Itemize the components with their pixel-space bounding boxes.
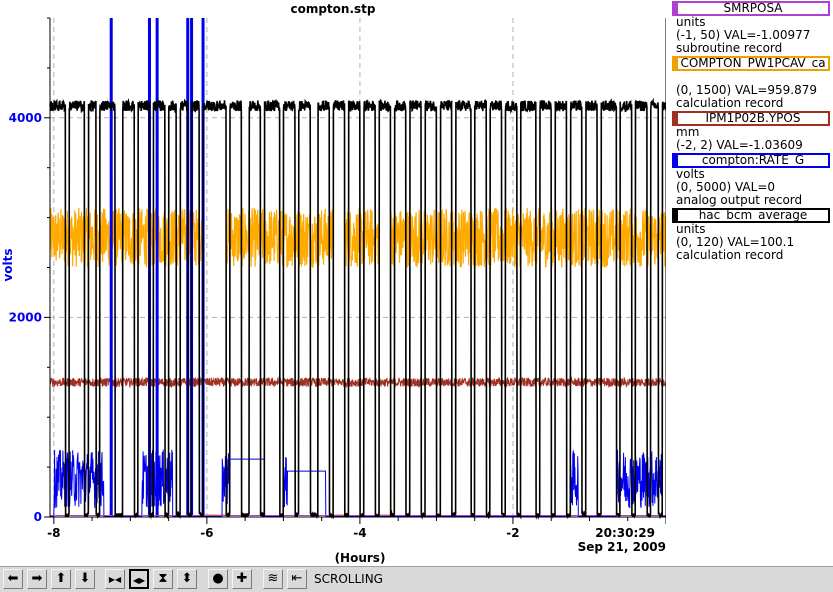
circle-button[interactable]: ● <box>208 569 228 589</box>
scrolling-status: SCROLLING <box>314 572 383 586</box>
y-tick-label: 2000 <box>9 310 42 324</box>
toolbar: SCROLLING ⬅ ➡ ⬆ ⬇ ▶◀ ◀▶ ⧗ ⬍ ● ✚ ≋ ⇤ <box>0 566 833 592</box>
legend-entry[interactable]: COMPTON_PW1PCAV_ca (0, 1500) VAL=959.879… <box>670 56 833 110</box>
legend-entry[interactable]: IPM1P02B.YPOS mm (-2, 2) VAL=-1.03609 <box>670 111 833 152</box>
y-tick-label: 4000 <box>9 111 42 125</box>
x-tick-label: -4 <box>353 526 366 540</box>
legend-detail: analog output record <box>676 193 803 207</box>
legend-detail: (0, 5000) VAL=0 <box>676 180 776 194</box>
legend-series-name[interactable]: IPM1P02B.YPOS <box>672 111 830 126</box>
zoom-in-vertical-icon: ⧗ <box>158 571 168 586</box>
zoom-out-vertical-icon: ⬍ <box>181 571 193 586</box>
legend: SMRPOSA units (-1, 50) VAL=-1.00977 subrout… <box>670 0 833 262</box>
legend-entry[interactable]: SMRPOSA units (-1, 50) VAL=-1.00977 subrout… <box>670 1 833 55</box>
legend-series-name[interactable]: hac_bcm_average <box>672 208 830 223</box>
reset-icon: ⇤ <box>291 571 303 586</box>
legend-entry[interactable]: hac_bcm_average units (0, 120) VAL=100.1 ca… <box>670 208 833 262</box>
legend-detail: (0, 120) VAL=100.1 <box>676 235 795 249</box>
legend-detail: mm <box>676 125 700 139</box>
legend-entry[interactable]: compton:RATE_G volts (0, 5000) VAL=0 analog… <box>670 153 833 207</box>
y-axis-label: volts <box>1 248 15 281</box>
legend-detail: (-2, 2) VAL=-1.03609 <box>676 138 803 152</box>
arrow-right-icon: ➡ <box>31 571 43 586</box>
zoom-in-horizontal-button[interactable]: ▶◀ <box>105 569 125 589</box>
x-tick-label: -6 <box>200 526 213 540</box>
legend-series-name[interactable]: compton:RATE_G <box>672 153 830 168</box>
arrow-down-button[interactable]: ⬇ <box>75 569 95 589</box>
plus-icon: ✚ <box>236 571 248 586</box>
reset-button[interactable]: ⇤ <box>287 569 307 589</box>
circle-icon: ● <box>212 571 224 586</box>
legend-detail: subroutine record <box>676 41 783 55</box>
legend-detail: volts <box>676 167 705 181</box>
x-tick-label: -8 <box>47 526 60 540</box>
legend-series-name[interactable]: SMRPOSA <box>672 1 830 16</box>
grid <box>50 18 666 518</box>
arrow-right-button[interactable]: ➡ <box>27 569 47 589</box>
x-axis-label: (Hours) <box>335 551 386 565</box>
zoom-in-vertical-button[interactable]: ⧗ <box>153 569 173 589</box>
autoscale-icon: ≋ <box>267 571 279 586</box>
legend-detail: calculation record <box>676 248 784 262</box>
end-date-label: Sep 21, 2009 <box>578 540 666 554</box>
legend-detail: calculation record <box>676 96 784 110</box>
end-time-label: 20:30:29 <box>595 526 655 540</box>
zoom-out-horizontal-icon: ◀▶ <box>132 576 146 585</box>
series-layer <box>49 18 666 520</box>
y-tick-label: 0 <box>34 510 42 524</box>
arrow-left-icon: ⬅ <box>7 571 19 586</box>
zoom-out-vertical-button[interactable]: ⬍ <box>177 569 197 589</box>
legend-detail: units <box>676 15 706 29</box>
axes: 0 2000 4000 -8 -6 -4 -2 <box>9 17 666 540</box>
series-line-hac-bcm-average <box>49 97 666 520</box>
zoom-in-horizontal-icon: ▶◀ <box>108 575 122 584</box>
legend-detail: (0, 1500) VAL=959.879 <box>676 83 817 97</box>
series-line-compton-pw1pcav <box>49 207 666 516</box>
series-line-compton-rate-g <box>50 449 666 517</box>
arrow-up-icon: ⬆ <box>55 571 67 586</box>
autoscale-button[interactable]: ≋ <box>263 569 283 589</box>
x-tick-label: -2 <box>506 526 519 540</box>
legend-series-name[interactable]: COMPTON_PW1PCAV_ca <box>672 56 830 71</box>
legend-detail: units <box>676 222 706 236</box>
arrow-up-button[interactable]: ⬆ <box>51 569 71 589</box>
chart-title: compton.stp <box>290 2 376 16</box>
plus-button[interactable]: ✚ <box>232 569 252 589</box>
arrow-down-icon: ⬇ <box>79 571 91 586</box>
zoom-out-horizontal-button[interactable]: ◀▶ <box>129 569 149 589</box>
strip-chart[interactable]: 0 2000 4000 -8 -6 -4 -2 volts (Hours) 20:30:29… <box>0 0 666 566</box>
legend-detail: (-1, 50) VAL=-1.00977 <box>676 28 811 42</box>
series-line-ipm1p02b <box>49 375 666 389</box>
arrow-left-button[interactable]: ⬅ <box>3 569 23 589</box>
